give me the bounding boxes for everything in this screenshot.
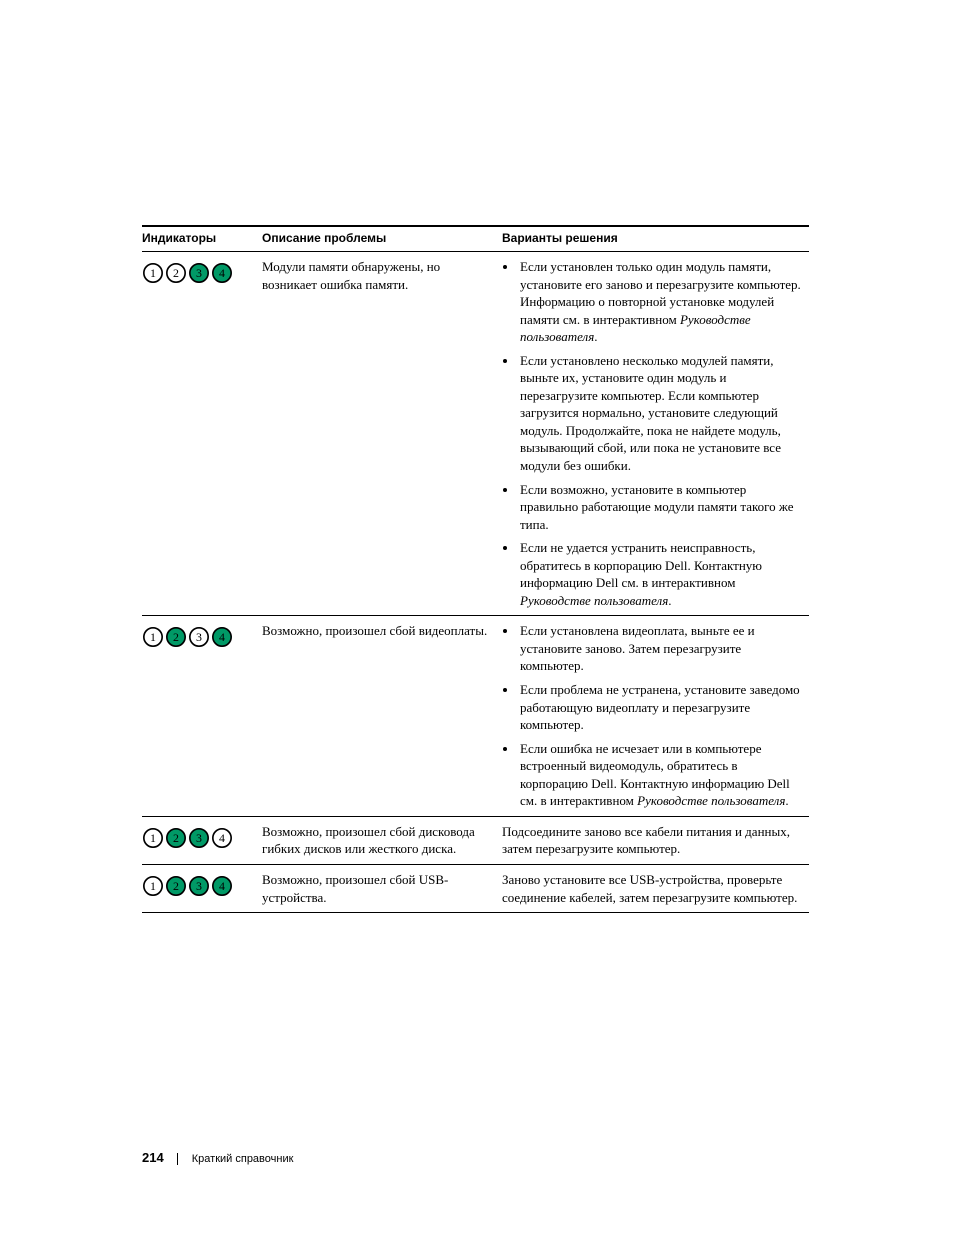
svg-text:1: 1 [150, 831, 156, 845]
svg-text:1: 1 [150, 879, 156, 893]
solutions-cell: Если установлен только один модуль памят… [502, 252, 809, 616]
svg-text:3: 3 [196, 831, 202, 845]
svg-text:2: 2 [173, 831, 179, 845]
list-item: Если ошибка не исчезает или в компьютере… [518, 740, 801, 810]
header-solutions: Варианты решения [502, 226, 809, 252]
list-item: Если проблема не устранена, установите з… [518, 681, 801, 734]
led-icon-2: 2 [165, 262, 187, 284]
diagnostics-table: Индикаторы Описание проблемы Варианты ре… [142, 225, 809, 913]
led-icon-3: 3 [188, 262, 210, 284]
led-group: 1 2 3 4 [142, 871, 254, 897]
indicator-cell: 1 2 3 4 [142, 616, 262, 816]
led-icon-1: 1 [142, 626, 164, 648]
solutions-cell: Если установлена видеоплата, выньте ее и… [502, 616, 809, 816]
page-footer: 214 Краткий справочник [142, 1150, 303, 1165]
svg-text:4: 4 [219, 831, 225, 845]
list-item: Если не удается устранить неисправность,… [518, 539, 801, 609]
list-item: Если установлено несколько модулей памят… [518, 352, 801, 475]
solutions-cell: Заново установите все USB-устройства, пр… [502, 864, 809, 912]
led-icon-4: 4 [211, 626, 233, 648]
svg-text:4: 4 [219, 266, 225, 280]
svg-text:4: 4 [219, 630, 225, 644]
description-cell: Возможно, произошел сбой видеоплаты. [262, 616, 502, 816]
list-item: Если возможно, установите в компьютер пр… [518, 481, 801, 534]
indicator-cell: 1 2 3 4 [142, 864, 262, 912]
led-icon-1: 1 [142, 875, 164, 897]
led-icon-3: 3 [188, 827, 210, 849]
svg-text:2: 2 [173, 630, 179, 644]
led-icon-4: 4 [211, 827, 233, 849]
table-row: 1 2 3 4 Возможно, произошел сбой дисково… [142, 816, 809, 864]
header-description: Описание проблемы [262, 226, 502, 252]
solutions-list: Если установлен только один модуль памят… [502, 258, 801, 609]
table-row: 1 2 3 4 Модули памяти обнаружены, но воз… [142, 252, 809, 616]
svg-text:2: 2 [173, 879, 179, 893]
page-content: Индикаторы Описание проблемы Варианты ре… [0, 0, 954, 913]
led-icon-3: 3 [188, 626, 210, 648]
page-number: 214 [142, 1150, 164, 1165]
list-item: Если установлена видеоплата, выньте ее и… [518, 622, 801, 675]
svg-text:2: 2 [173, 266, 179, 280]
header-indicators: Индикаторы [142, 226, 262, 252]
led-icon-2: 2 [165, 827, 187, 849]
led-icon-4: 4 [211, 875, 233, 897]
led-icon-4: 4 [211, 262, 233, 284]
svg-text:3: 3 [196, 630, 202, 644]
svg-text:3: 3 [196, 879, 202, 893]
led-icon-3: 3 [188, 875, 210, 897]
led-icon-1: 1 [142, 827, 164, 849]
led-group: 1 2 3 4 [142, 258, 254, 284]
footer-section: Краткий справочник [177, 1153, 294, 1165]
svg-text:1: 1 [150, 630, 156, 644]
table-row: 1 2 3 4 Возможно, произошел сбой USB-уст… [142, 864, 809, 912]
led-group: 1 2 3 4 [142, 823, 254, 849]
solutions-list: Если установлена видеоплата, выньте ее и… [502, 622, 801, 809]
solutions-cell: Подсоедините заново все кабели питания и… [502, 816, 809, 864]
svg-text:1: 1 [150, 266, 156, 280]
indicator-cell: 1 2 3 4 [142, 816, 262, 864]
table-row: 1 2 3 4 Возможно, произошел сбой видеопл… [142, 616, 809, 816]
description-cell: Модули памяти обнаружены, но возникает о… [262, 252, 502, 616]
description-cell: Возможно, произошел сбой USB-устройства. [262, 864, 502, 912]
list-item: Если установлен только один модуль памят… [518, 258, 801, 346]
led-group: 1 2 3 4 [142, 622, 254, 648]
svg-text:4: 4 [219, 879, 225, 893]
led-icon-1: 1 [142, 262, 164, 284]
svg-text:3: 3 [196, 266, 202, 280]
indicator-cell: 1 2 3 4 [142, 252, 262, 616]
led-icon-2: 2 [165, 626, 187, 648]
led-icon-2: 2 [165, 875, 187, 897]
description-cell: Возможно, произошел сбой дисковода гибки… [262, 816, 502, 864]
